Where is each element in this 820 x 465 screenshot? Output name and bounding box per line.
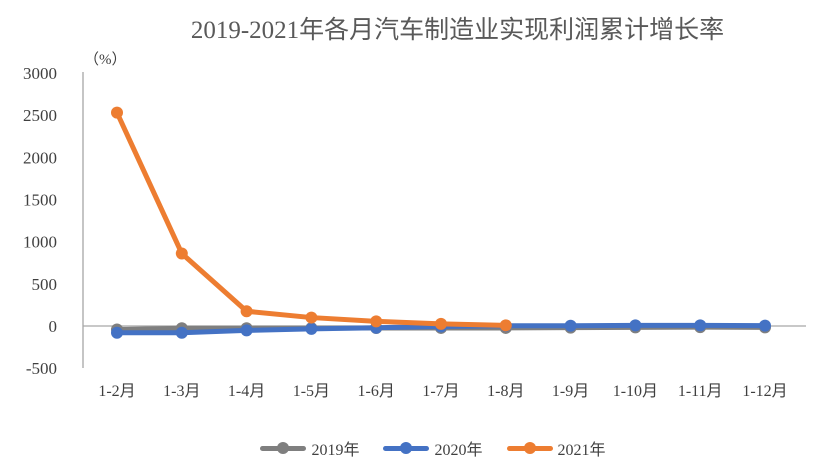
y-axis-tick-label: 3000 — [23, 64, 57, 83]
chart-title: 2019-2021年各月汽车制造业实现利润累计增长率 — [190, 17, 725, 44]
y-axis-tick-label: 1000 — [23, 233, 57, 252]
legend-label-2020: 2020年 — [434, 442, 483, 459]
legend-marker-dot-2019 — [277, 442, 290, 454]
series-point-2020-1 — [175, 326, 188, 339]
series-point-2020-8 — [629, 319, 642, 332]
series-point-2020-0 — [111, 326, 123, 339]
series-point-2021-2 — [240, 305, 253, 318]
x-axis-category-label: 1-9月 — [552, 383, 589, 400]
x-axis-category-label: 1-8月 — [487, 383, 524, 400]
legend-marker-dot-2020 — [400, 442, 413, 454]
chart-legend: 2019年 2020年 2021年 — [23, 436, 820, 460]
legend-marker-dot-2021 — [523, 442, 536, 454]
y-axis-tick-label: 2000 — [23, 148, 57, 167]
series-point-2020-3 — [305, 322, 318, 335]
x-axis-category-label: 1-7月 — [422, 383, 459, 400]
x-axis-category-label: 1-6月 — [358, 383, 395, 400]
legend-item-2021: 2021年 — [506, 436, 606, 460]
y-axis-tick-label: -500 — [26, 359, 57, 378]
series-point-2020-2 — [240, 324, 253, 337]
x-axis-category-label: 1-5月 — [293, 383, 330, 400]
series-point-2020-9 — [694, 319, 707, 332]
series-point-2021-3 — [305, 311, 318, 324]
y-axis-tick-label: 0 — [49, 317, 58, 336]
x-axis-category-label: 1-3月 — [163, 383, 200, 400]
x-axis-category-label: 1-10月 — [613, 383, 658, 400]
series-point-2020-7 — [564, 319, 577, 332]
x-axis-category-label: 1-4月 — [228, 383, 265, 400]
y-axis-unit-label: （%） — [84, 52, 127, 68]
x-axis-category-label: 1-12月 — [742, 383, 787, 400]
series-point-2021-0 — [111, 106, 123, 119]
series-point-2021-4 — [370, 315, 383, 328]
y-axis-tick-label: 500 — [32, 275, 58, 294]
legend-label-2019: 2019年 — [311, 442, 360, 459]
legend-item-2020: 2020年 — [383, 436, 483, 460]
y-axis-tick-label: 2500 — [23, 106, 57, 125]
series-point-2021-5 — [435, 317, 447, 330]
legend-label-2021: 2021年 — [557, 442, 606, 459]
legend-item-2019: 2019年 — [260, 436, 359, 460]
legend-marker-2020 — [383, 442, 430, 454]
series-point-2021-1 — [175, 247, 188, 260]
y-axis-tick-label: 1500 — [23, 191, 57, 210]
legend-marker-2019 — [260, 442, 307, 454]
series-point-2020-10 — [759, 319, 771, 332]
series-point-2021-6 — [499, 319, 512, 332]
x-axis-category-label: 1-2月 — [98, 383, 135, 400]
series-line-2021 — [114, 110, 509, 328]
x-axis-category-label: 1-11月 — [678, 383, 723, 400]
legend-marker-2021 — [506, 442, 553, 454]
